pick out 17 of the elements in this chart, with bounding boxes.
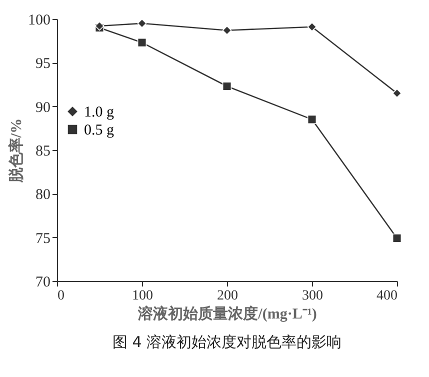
legend-label: 1.0 g [84,104,114,120]
x-tick-label: 200 [217,288,238,304]
y-tick-label: 75 [36,230,50,247]
y-tick-label: 95 [36,56,50,72]
x-tick-label: 400 [376,288,398,304]
y-axis-title: 脱色率/% [7,118,25,184]
y-tick-label: 100 [28,12,50,28]
y-tick-label: 80 [36,187,50,204]
x-tick-label: 300 [302,288,323,304]
y-tick-label: 70 [36,274,50,290]
legend-label: 0.5 g [84,122,114,138]
text: 图 4 溶液初始浓度对脱色率的影响 [112,333,342,351]
y-tick-label: 90 [36,100,50,116]
x-tick-label: 0 [58,288,64,304]
x-tick-label: 100 [132,288,153,304]
y-tick-label: 85 [36,144,50,160]
x-axis-title: 溶液初始质量浓度/(mg·L⁻¹) [137,304,317,322]
